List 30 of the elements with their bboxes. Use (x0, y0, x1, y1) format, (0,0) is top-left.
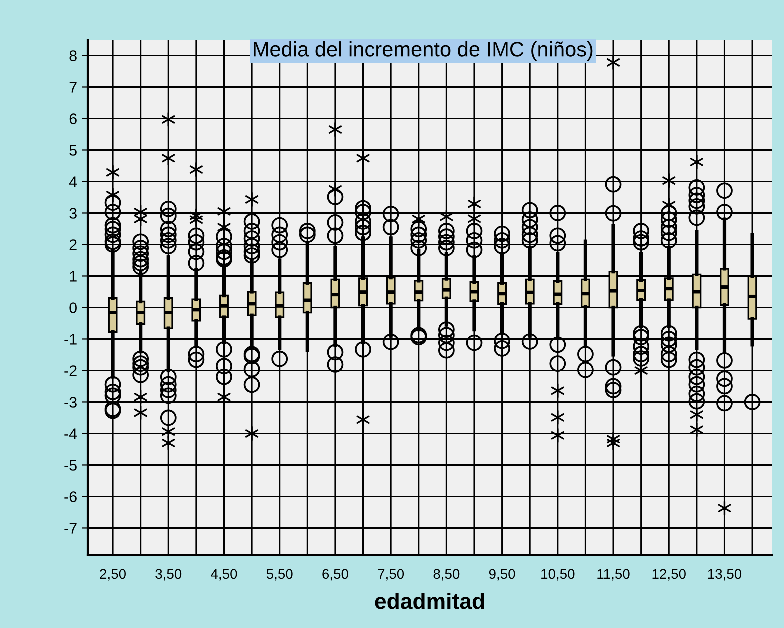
y-tick-label: 2 (70, 240, 77, 250)
y-tick-label: -7 (64, 523, 77, 534)
y-tick-label: -1 (64, 334, 77, 345)
x-tick-label: 10,50 (542, 569, 575, 581)
x-axis-title: edadmitad (375, 592, 484, 610)
x-tick-label: 5,50 (266, 569, 293, 581)
y-tick-label: -5 (64, 460, 77, 471)
y-tick-label: -6 (64, 492, 77, 502)
x-tick-label: 4,50 (211, 569, 238, 581)
x-tick-label: 12,50 (652, 569, 686, 581)
y-tick-label: -4 (64, 428, 78, 440)
x-tick-label: 6,50 (322, 569, 348, 581)
y-tick-label: -2 (64, 366, 77, 376)
y-tick-label: 1 (70, 271, 77, 282)
x-tick-label: 8,50 (434, 569, 460, 581)
y-tick-label: 3 (70, 208, 77, 219)
y-tick-label: 7 (70, 82, 77, 93)
x-tick-label: 13,50 (708, 569, 742, 581)
x-tick-label: 3,50 (156, 569, 182, 581)
y-tick-label: 6 (70, 114, 77, 124)
y-tick-label: 8 (70, 50, 77, 62)
x-tick-label: 11,50 (598, 569, 630, 581)
x-tick-label: 9,50 (489, 569, 516, 581)
chart-title: Media del incremento de IMC (niños) (254, 42, 593, 61)
x-tick-label: 7,50 (378, 569, 404, 581)
x-tick-label: 2,50 (100, 569, 126, 581)
y-tick-label: 4 (69, 176, 78, 188)
y-tick-label: -3 (64, 397, 77, 408)
y-tick-label: 0 (70, 302, 77, 314)
y-tick-label: 5 (70, 145, 77, 156)
